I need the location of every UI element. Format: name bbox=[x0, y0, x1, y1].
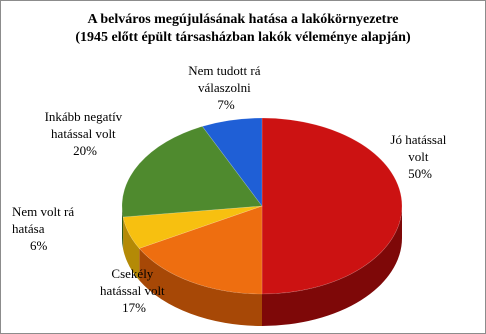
pie-side-inkabb-negativ bbox=[121, 206, 124, 250]
label-line: Csekély bbox=[111, 266, 153, 281]
pie-side-nem-volt-ra-hatasa bbox=[123, 217, 140, 281]
label-line: hatással volt bbox=[51, 126, 116, 141]
pie-slice-nem-tudott bbox=[201, 117, 263, 207]
pie-slice-inkabb-negativ bbox=[121, 126, 263, 218]
label-line: válaszolni bbox=[198, 80, 251, 95]
chart-subtitle: (1945 előtt épült társasházban lakók vél… bbox=[75, 30, 411, 45]
pie-top-layer bbox=[121, 117, 403, 295]
pie-side-jo-hatassal-volt bbox=[262, 206, 402, 326]
chart-title: A belváros megújulásának hatása a lakókö… bbox=[87, 12, 399, 27]
pie-slice-csekely-hatassal-volt bbox=[138, 205, 263, 295]
label-line: hatása bbox=[12, 221, 45, 236]
label-nem-tudott: Nem tudott rá válaszolni 7% bbox=[188, 63, 263, 112]
label-percent: 50% bbox=[408, 166, 432, 181]
label-line: volt bbox=[408, 149, 429, 164]
label-percent: 7% bbox=[217, 97, 235, 112]
label-line: Jó hatással bbox=[390, 132, 446, 147]
pie-side-csekely-hatassal-volt bbox=[139, 248, 262, 326]
label-inkabb-negativ: Inkább negatív hatással volt 20% bbox=[45, 109, 126, 158]
label-nem-volt-ra-hatasa: Nem volt rá hatása 6% bbox=[12, 204, 77, 253]
label-percent: 6% bbox=[30, 238, 48, 253]
label-line: hatással volt bbox=[100, 283, 165, 298]
pie-slice-nem-volt-ra-hatasa bbox=[122, 205, 263, 249]
pie-slice-jo-hatassal-volt bbox=[261, 117, 403, 295]
label-percent: 17% bbox=[122, 300, 146, 315]
label-line: Nem volt rá bbox=[12, 204, 74, 219]
label-percent: 20% bbox=[73, 143, 97, 158]
label-line: Nem tudott rá bbox=[188, 63, 260, 78]
label-line: Inkább negatív bbox=[45, 109, 123, 124]
label-csekely-hatassal-volt: Csekély hatással volt 17% bbox=[100, 266, 168, 315]
label-jo-hatassal-volt: Jó hatással volt 50% bbox=[390, 132, 449, 181]
pie-depth-layer bbox=[121, 206, 402, 326]
